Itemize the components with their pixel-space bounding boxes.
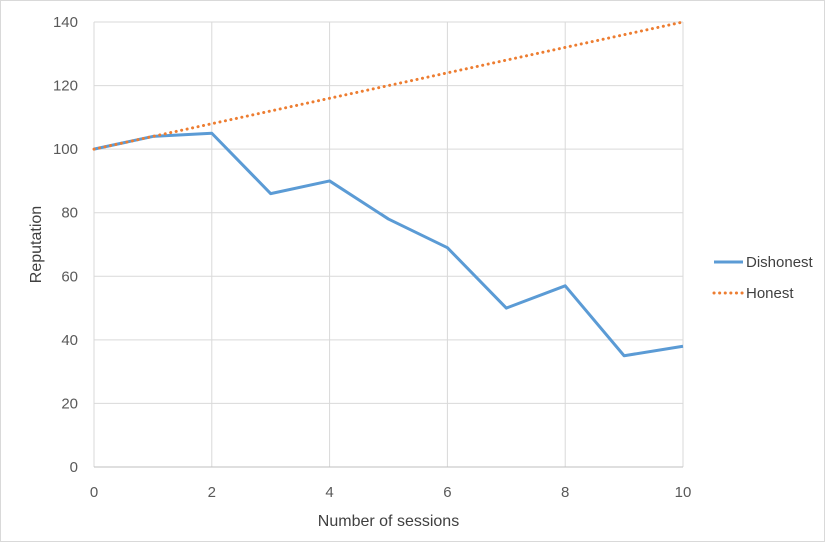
y-tick-labels: 0 20 40 60 80 100 120 140 [53, 14, 78, 476]
gridlines [93, 21, 684, 467]
x-axis-title: Number of sessions [318, 513, 459, 530]
legend-label-dishonest: Dishonest [746, 254, 814, 271]
x-tick-labels: 0 2 4 6 8 10 [90, 484, 692, 501]
y-tick-label-0: 0 [70, 459, 78, 476]
x-tick-label-6: 6 [443, 484, 451, 501]
series-line-honest [92, 20, 685, 151]
x-tick-label-8: 8 [561, 484, 569, 501]
y-tick-label-80: 80 [61, 205, 78, 222]
x-tick-label-0: 0 [90, 484, 98, 501]
y-tick-label-40: 40 [61, 332, 78, 349]
y-tick-label-20: 20 [61, 395, 78, 412]
x-tick-label-10: 10 [675, 484, 692, 501]
x-tick-label-4: 4 [325, 484, 333, 501]
legend-label-honest: Honest [746, 285, 794, 302]
legend: Dishonest Honest [712, 254, 814, 302]
y-tick-label-120: 120 [53, 78, 78, 95]
y-tick-label-100: 100 [53, 141, 78, 158]
series-lines [92, 20, 685, 358]
y-axis-title: Reputation [28, 206, 45, 283]
series-line-dishonest [93, 131, 684, 358]
y-tick-label-140: 140 [53, 14, 78, 31]
y-tick-label-60: 60 [61, 268, 78, 285]
x-tick-label-2: 2 [208, 484, 216, 501]
